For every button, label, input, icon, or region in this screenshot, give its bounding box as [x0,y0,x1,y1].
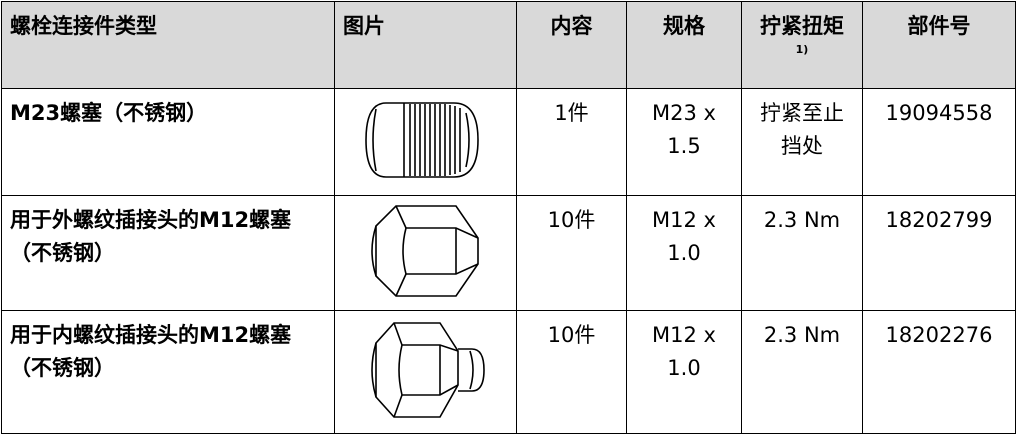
content-cell: 10件 [516,310,627,434]
type-cell: 用于外螺纹插接头的M12螺塞（不锈钢） [1,195,335,311]
row: 用于内螺纹插接头的M12螺塞（不锈钢） 10件 M12 x 1.0 2.3 Nm… [1,310,1016,434]
knurled-plug-image [364,102,479,178]
type-cell: 用于内螺纹插接头的M12螺塞（不锈钢） [1,310,335,434]
torque-cell: 2.3 Nm [741,195,863,311]
header-cell: 螺栓连接件类型 [1,1,335,89]
picture-cell [334,310,517,434]
torque-cell: 拧紧至止挡处 [741,88,863,196]
spec-cell: M12 x 1.0 [626,310,742,434]
header-cell: 内容 [516,1,627,89]
header-cell: 部件号 [862,1,1016,89]
header-cell: 规格 [626,1,742,89]
row: M23螺塞（不锈钢） 1件 M23 x 1.5 拧紧至止挡处 19094558 [1,88,1016,196]
picture-cell [334,195,517,311]
hex-plug-with-stem-image [370,322,485,418]
header-text: 拧紧扭矩 [760,14,844,38]
part-number-cell: 19094558 [862,88,1016,196]
header-row: 螺栓连接件类型 图片 内容 规格 拧紧扭矩 1) 部件号 [1,1,1016,89]
hex-plug-image [370,205,479,297]
row: 用于外螺纹插接头的M12螺塞（不锈钢） 10件 M12 x 1.0 2.3 Nm… [1,195,1016,311]
spec-cell: M23 x 1.5 [626,88,742,196]
type-cell: M23螺塞（不锈钢） [1,88,335,196]
header-cell: 图片 [334,1,517,89]
spec-cell: M12 x 1.0 [626,195,742,311]
header-cell: 拧紧扭矩 1) [741,1,863,89]
content-cell: 1件 [516,88,627,196]
torque-cell: 2.3 Nm [741,310,863,434]
picture-cell [334,88,517,196]
part-number-cell: 18202799 [862,195,1016,311]
footnote-mark: 1) [795,43,809,56]
content-cell: 10件 [516,195,627,311]
part-number-cell: 18202276 [862,310,1016,434]
